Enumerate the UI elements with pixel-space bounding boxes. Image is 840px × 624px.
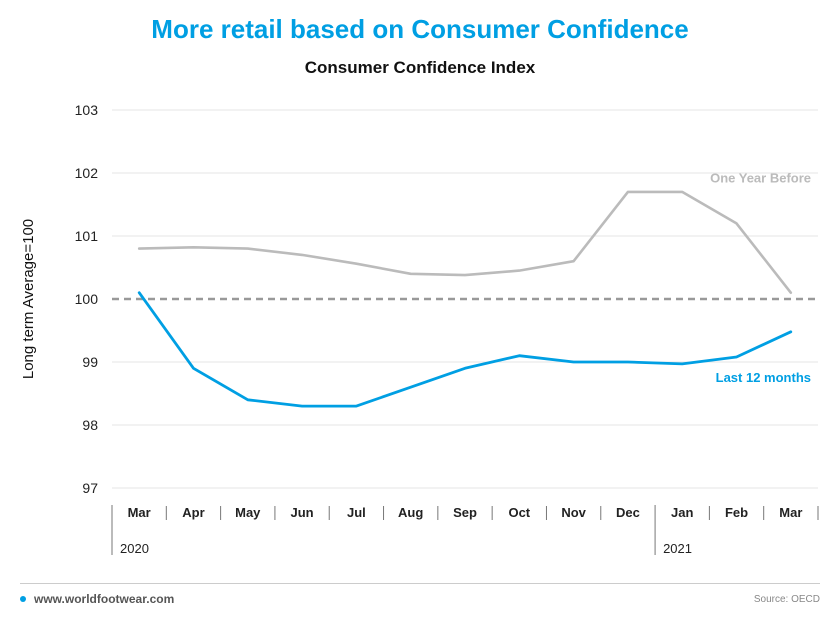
footer-site[interactable]: www.worldfootwear.com [20,592,174,606]
year-label: 2021 [663,541,692,556]
chart-title: More retail based on Consumer Confidence [151,14,689,44]
x-tick-label: Oct [508,505,530,520]
y-tick-label: 103 [75,102,99,118]
y-tick-label: 99 [82,354,98,370]
x-tick-label: Feb [725,505,748,520]
y-tick-label: 101 [75,228,99,244]
series-line-one-year-before [137,190,793,295]
x-tick-label: Dec [616,505,640,520]
x-tick-label: Mar [779,505,802,520]
footer-divider [20,583,820,584]
x-tick-label: Aug [398,505,423,520]
x-tick-label: Mar [128,505,151,520]
y-tick-label: 100 [75,291,99,307]
y-tick-label: 97 [82,480,98,496]
x-tick-label: Jun [291,505,314,520]
y-tick-label: 102 [75,165,99,181]
year-label: 2020 [120,541,149,556]
x-tick-label: May [235,505,261,520]
x-tick-label: Apr [182,505,204,520]
series-line-last-12-months [137,291,793,408]
x-tick-label: Sep [453,505,477,520]
y-axis-label: Long term Average=100 [20,219,37,379]
footer-site-text: www.worldfootwear.com [34,592,175,606]
bullet-icon [20,595,26,602]
series-label-one-year-before: One Year Before [710,170,811,185]
x-tick-label: Nov [561,505,586,520]
footer-source: Source: OECD [753,594,820,605]
x-tick-label: Jul [347,505,366,520]
series-label-last-12-months: Last 12 months [716,370,811,385]
line-chart: 97 98 99 100 101 102 103 Long term Average=100 M… [20,102,819,556]
x-tick-label: Jan [671,505,693,520]
chart-subtitle: Consumer Confidence Index [304,58,536,77]
y-tick-label: 98 [82,417,98,433]
